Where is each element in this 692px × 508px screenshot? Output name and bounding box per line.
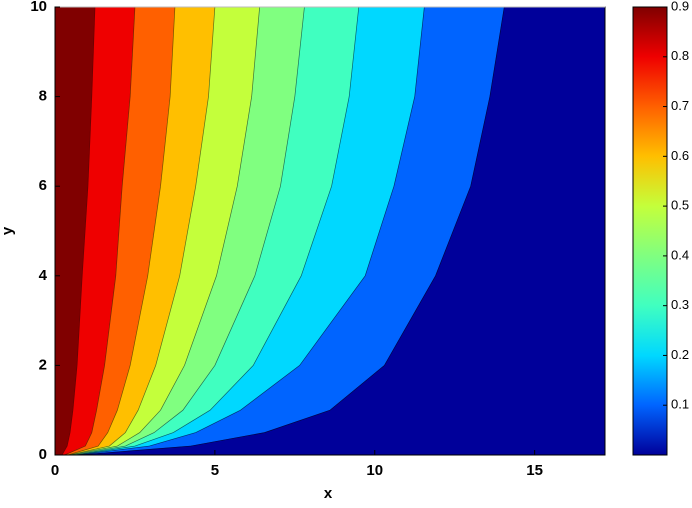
x-tick-label: 0 bbox=[51, 462, 59, 479]
contour-line bbox=[70, 6, 260, 456]
contour-line bbox=[78, 6, 505, 456]
colorbar-tick-label: 0.7 bbox=[671, 98, 689, 113]
x-tick-label: 5 bbox=[211, 462, 219, 479]
colorbar-tick-label: 0.8 bbox=[671, 48, 689, 63]
y-tick-label: 10 bbox=[30, 0, 47, 15]
plot-area bbox=[54, 6, 606, 456]
y-axis-label: y bbox=[0, 226, 16, 235]
contour-line bbox=[69, 6, 216, 456]
y-tick-label: 6 bbox=[39, 177, 47, 194]
colorbar-tick-label: 0.2 bbox=[671, 347, 689, 362]
y-tick-label: 8 bbox=[39, 88, 47, 105]
contour-line bbox=[77, 6, 425, 456]
x-axis-label: x bbox=[324, 485, 333, 502]
contour-line bbox=[75, 6, 360, 456]
colorbar-tick-label: 0.1 bbox=[671, 397, 689, 412]
colorbar-tick-label: 0.9 bbox=[671, 0, 689, 13]
colorbar-tick-label: 0.5 bbox=[671, 198, 689, 213]
contour-line bbox=[61, 6, 96, 456]
x-tick-label: 15 bbox=[526, 462, 543, 479]
y-tick-label: 0 bbox=[39, 446, 47, 463]
y-tick-label: 4 bbox=[39, 267, 48, 284]
contour-line bbox=[64, 6, 136, 456]
x-tick-label: 10 bbox=[366, 462, 383, 479]
contour-line bbox=[74, 6, 305, 456]
colorbar bbox=[632, 6, 668, 456]
contour-line bbox=[67, 6, 176, 456]
colorbar-tick-label: 0.3 bbox=[671, 297, 689, 312]
colorbar-tick-label: 0.6 bbox=[671, 148, 689, 163]
colorbar-tick-label: 0.4 bbox=[671, 247, 689, 262]
y-tick-label: 2 bbox=[39, 356, 47, 373]
